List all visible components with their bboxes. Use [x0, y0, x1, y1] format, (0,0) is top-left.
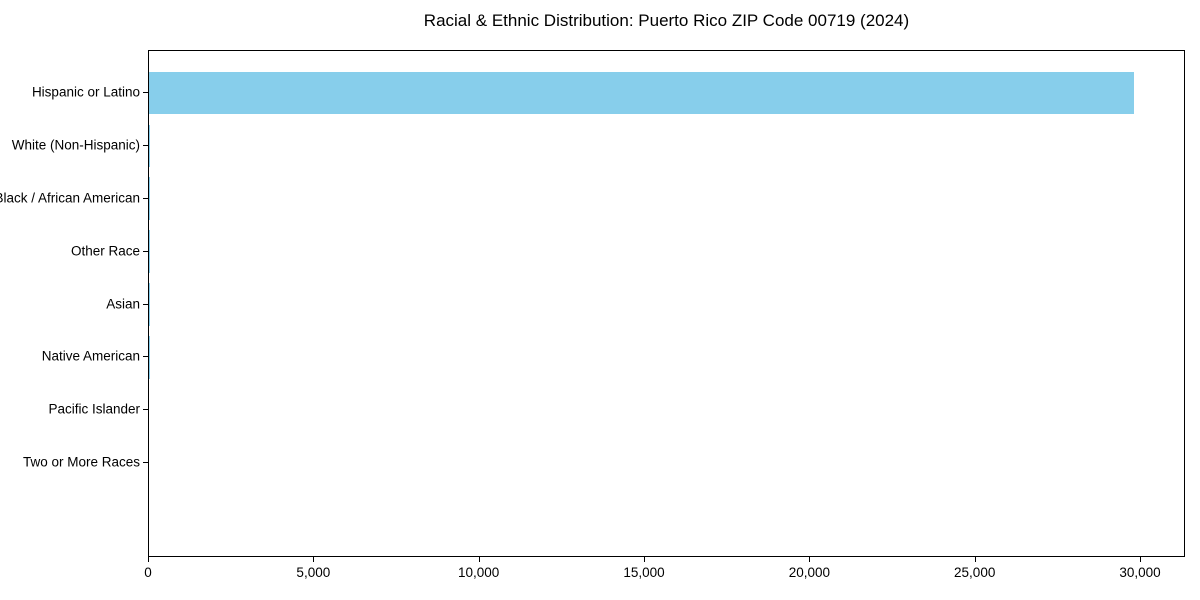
x-tick-label-25-000: 25,000 [954, 565, 996, 580]
x-tick-mark [809, 557, 811, 562]
x-tick-label-30-000: 30,000 [1119, 565, 1161, 580]
x-tick-label-15-000: 15,000 [623, 565, 665, 580]
x-tick-label-20-000: 20,000 [788, 565, 830, 580]
y-tick-label-native-american: Native American [41, 348, 140, 364]
y-tick-mark [143, 250, 148, 252]
y-tick-label-white-non-hispanic: White (Non-Hispanic) [11, 137, 140, 153]
y-tick-label-black-african-american: Black / African American [0, 190, 140, 206]
y-tick-mark [143, 144, 148, 146]
y-tick-label-asian: Asian [106, 296, 140, 311]
y-tick-mark [143, 462, 148, 464]
x-tick-mark [148, 557, 149, 562]
bar-white-non-hispanic [149, 124, 151, 167]
y-tick-label-other-race: Other Race [70, 243, 140, 259]
y-tick-mark [143, 409, 148, 411]
bar-hispanic-or-latino [149, 71, 1135, 114]
x-tick-mark [313, 557, 315, 562]
y-tick-mark [143, 303, 148, 305]
x-tick-label-5-000: 5,000 [296, 565, 331, 580]
x-tick-label-10-000: 10,000 [458, 565, 500, 580]
y-tick-mark [143, 356, 148, 358]
y-tick-label-pacific-islander: Pacific Islander [48, 401, 140, 417]
plot-area [148, 50, 1185, 557]
y-tick-label-hispanic-or-latino: Hispanic or Latino [31, 84, 140, 100]
x-tick-mark [478, 557, 480, 562]
x-tick-mark [974, 557, 976, 562]
x-tick-mark [1140, 557, 1142, 562]
y-tick-mark [143, 197, 148, 199]
x-tick-mark [644, 557, 645, 562]
chart-title: Racial & Ethnic Distribution: Puerto Ric… [423, 11, 910, 30]
y-tick-mark [143, 91, 148, 93]
x-tick-label-0: 0 [144, 565, 152, 580]
y-tick-label-two-or-more-races: Two or More Races [22, 454, 140, 470]
